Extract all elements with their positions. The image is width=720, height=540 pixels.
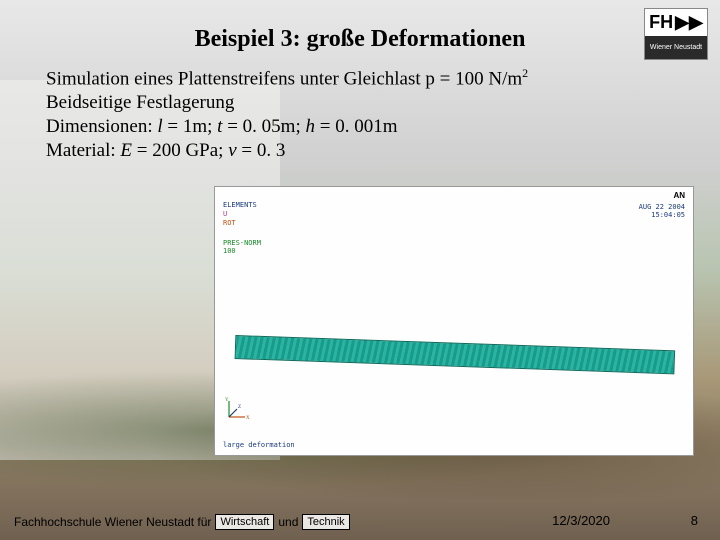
footer-page-number: 8	[691, 513, 698, 528]
line4-pre: Material:	[46, 140, 120, 161]
footer-box-technik: Technik	[302, 514, 349, 530]
ansys-logo: AN	[673, 191, 685, 200]
footer: Fachhochschule Wiener Neustadt für Wirts…	[14, 514, 350, 530]
body-text: Simulation eines Plattenstreifens unter …	[46, 66, 528, 162]
line3-t-val: = 0. 05m;	[222, 116, 305, 137]
body-line-4: Material: E = 200 GPa; v = 0. 3	[46, 139, 528, 163]
body-line-1: Simulation eines Plattenstreifens unter …	[46, 66, 528, 91]
label-u: U	[223, 210, 257, 219]
line4-E-val: = 200 GPa;	[132, 140, 228, 161]
svg-text:Y: Y	[225, 398, 229, 403]
figure-date: AUG 22 2004	[639, 203, 685, 211]
line1-sup: 2	[522, 66, 528, 80]
line4-E: E	[120, 140, 132, 161]
figure-bottom-label: large deformation	[223, 441, 295, 449]
label-rot: ROT	[223, 219, 257, 228]
axis-triad-icon: Y X Z	[223, 393, 253, 423]
line3-h: h	[305, 116, 315, 137]
svg-text:X: X	[246, 416, 250, 421]
body-line-2: Beidseitige Festlagerung	[46, 91, 528, 115]
figure-pres-label: PRES-NORM 100	[223, 239, 261, 256]
beam-element	[235, 335, 676, 374]
line1-text: Simulation eines Plattenstreifens unter …	[46, 68, 522, 89]
label-pres-val: 100	[223, 247, 261, 255]
line3-l-val: = 1m;	[163, 116, 218, 137]
line3-pre: Dimensionen:	[46, 116, 157, 137]
footer-text: Fachhochschule Wiener Neustadt für	[14, 515, 211, 529]
beam-container	[235, 327, 675, 367]
label-pres-norm: PRES-NORM	[223, 239, 261, 247]
line3-h-val: = 0. 001m	[315, 116, 398, 137]
figure-time: 15:04:05	[639, 211, 685, 219]
svg-text:Z: Z	[238, 405, 241, 410]
slide-title: Beispiel 3: große Deformationen	[0, 26, 720, 53]
footer-und: und	[278, 515, 298, 529]
figure-left-labels: ELEMENTS U ROT	[223, 201, 257, 228]
body-line-3: Dimensionen: l = 1m; t = 0. 05m; h = 0. …	[46, 115, 528, 139]
label-elements: ELEMENTS	[223, 201, 257, 210]
line4-v: v	[228, 140, 236, 161]
line4-v-val: = 0. 3	[237, 140, 286, 161]
footer-box-wirtschaft: Wirtschaft	[215, 514, 274, 530]
figure-meta: AUG 22 2004 15:04:05	[639, 203, 685, 220]
footer-date: 12/3/2020	[552, 513, 610, 528]
simulation-figure: AN AUG 22 2004 15:04:05 ELEMENTS U ROT P…	[214, 186, 694, 456]
